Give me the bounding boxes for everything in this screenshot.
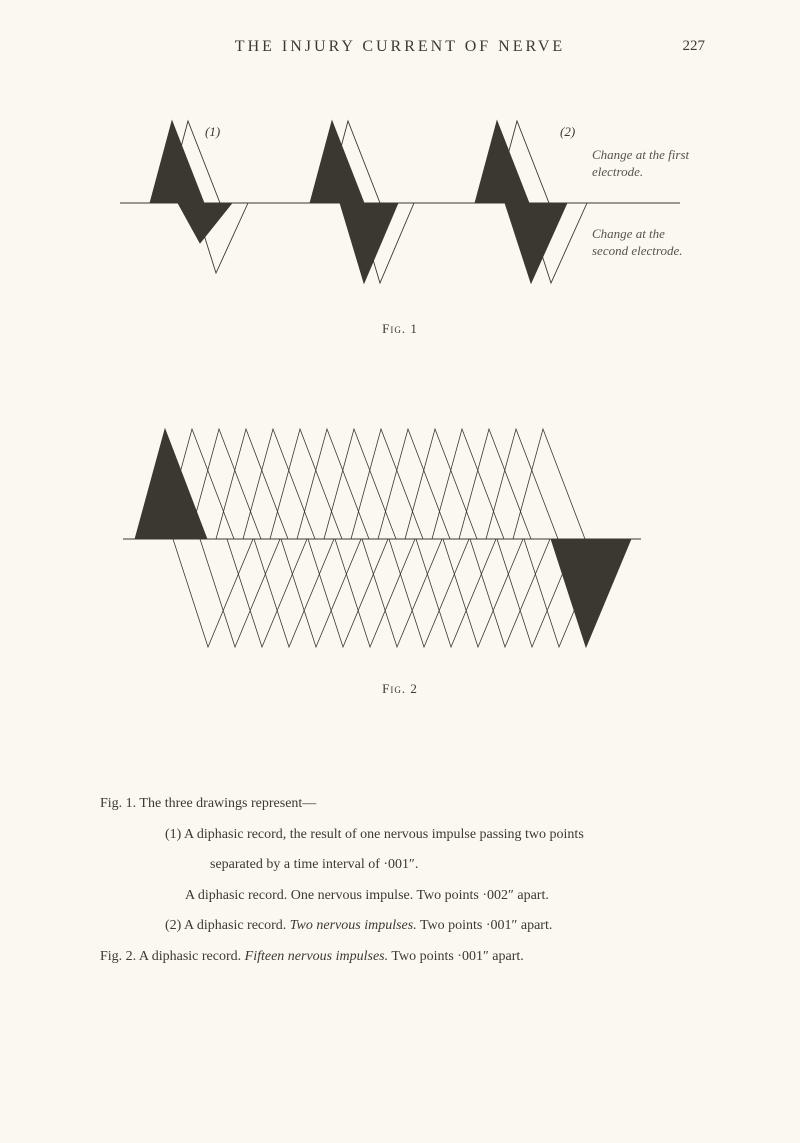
fig1-label-1: (1) bbox=[205, 124, 220, 140]
fig1-label-2: (2) bbox=[560, 124, 575, 140]
fig2-tail: Two points ·001″ apart. bbox=[388, 949, 524, 964]
fig1-cursive-bottom: Change at the second electrode. bbox=[592, 226, 692, 260]
fig1-intro: Fig. 1. The three drawings represent— bbox=[100, 791, 700, 818]
page-header: THE INJURY CURRENT OF NERVE 227 bbox=[0, 0, 800, 56]
fig2-line: Fig. 2. A diphasic record. Fifteen nervo… bbox=[100, 944, 700, 971]
fig1-item2: (2) A diphasic record. Two nervous impul… bbox=[100, 913, 700, 940]
figure-2: Fig. 2 bbox=[123, 421, 678, 711]
figure-2-caption: Fig. 2 bbox=[123, 681, 678, 697]
fig1-item2-tail: Two points ·001″ apart. bbox=[417, 918, 553, 933]
page-number: 227 bbox=[683, 38, 706, 55]
figure-1-svg bbox=[120, 111, 680, 311]
fig1-cursive-top: Change at the first electrode. bbox=[592, 147, 692, 181]
running-title: THE INJURY CURRENT OF NERVE bbox=[235, 38, 565, 55]
fig2-head: Fig. 2. A diphasic record. bbox=[100, 949, 245, 964]
figure-2-svg bbox=[123, 421, 678, 671]
figure-1: (1) (2) Change at the first electrode. C… bbox=[120, 111, 680, 346]
fig2-italic: Fifteen nervous impulses. bbox=[245, 949, 388, 964]
figure-1-caption: Fig. 1 bbox=[120, 321, 680, 337]
fig1-item1-c: A diphasic record. One nervous impulse. … bbox=[100, 883, 700, 910]
descriptions: Fig. 1. The three drawings represent— (1… bbox=[100, 791, 700, 971]
fig1-item2-italic: Two nervous impulses. bbox=[290, 918, 417, 933]
fig1-item2-head: (2) A diphasic record. bbox=[165, 918, 290, 933]
fig1-item1-a: (1) A diphasic record, the result of one… bbox=[100, 822, 700, 849]
fig1-item1-b: separated by a time interval of ·001″. bbox=[100, 852, 700, 879]
